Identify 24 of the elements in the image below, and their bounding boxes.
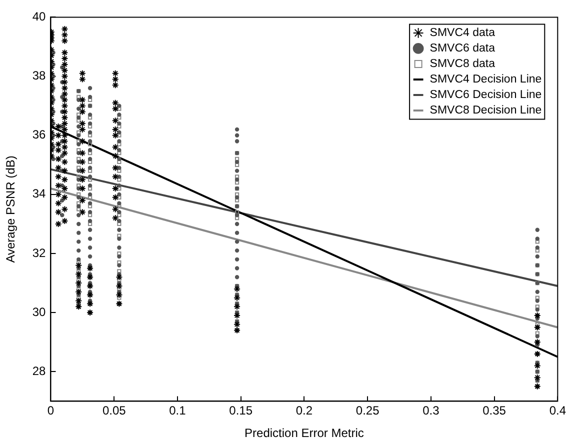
y-tick-label: 32 [32,246,46,260]
legend-label: SMVC8 Decision Line [430,104,542,117]
y-tick-label: 36 [32,128,46,142]
x-axis-title: Prediction Error Metric [244,426,364,440]
x-tick-label: 0.35 [482,404,506,418]
x-tick-label: 0.15 [229,404,253,418]
x-tick-label: 0.4 [549,404,566,418]
x-tick-label: 0.05 [102,404,126,418]
y-axis-title: Average PSNR (dB) [4,156,18,263]
y-tick-label: 40 [32,10,46,24]
y-tick-label: 30 [32,304,46,319]
legend-label: SMVC4 Decision Line [430,74,542,86]
y-tick-label: 38 [32,68,46,83]
legend-label: SMVC8 data [430,58,496,70]
x-tick-label: 0.1 [169,404,186,418]
y-tick-label: 34 [32,186,46,201]
x-tick-label: 0.25 [356,404,380,418]
x-tick-label: 0.3 [422,404,440,418]
y-tick-label: 28 [32,364,46,378]
legend-label: SMVC4 data [430,27,496,40]
x-tick-label: 0.2 [296,404,313,418]
x-tick-label: 0 [47,404,54,418]
legend-label: SMVC6 data [430,42,496,55]
legend-label: SMVC6 Decision Line [430,89,542,102]
